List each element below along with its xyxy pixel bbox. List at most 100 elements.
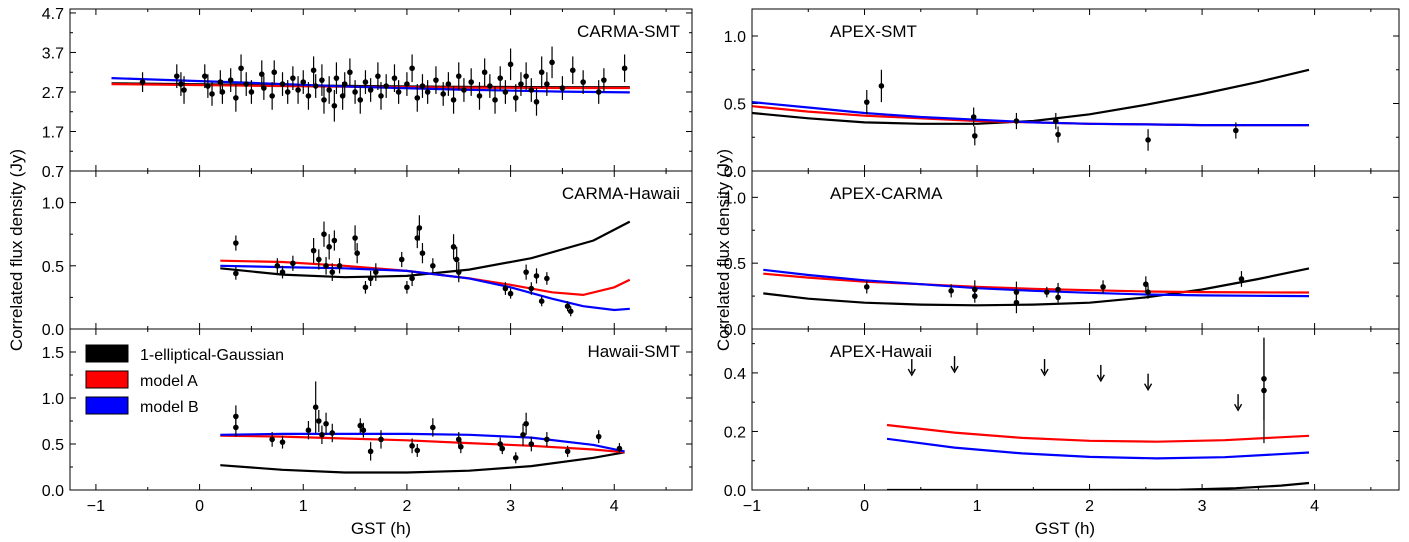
data-point (261, 85, 267, 91)
data-point (502, 285, 509, 292)
right-xlabel: GST (h) (1035, 519, 1095, 538)
upper-limit-arrow (1040, 359, 1049, 377)
series-model-b (220, 264, 630, 312)
x-tick-label: −1 (743, 498, 761, 515)
data-point (544, 81, 550, 87)
model-curves (763, 267, 1310, 307)
data-point (1143, 281, 1149, 288)
data-point (233, 413, 239, 420)
data-points (233, 381, 623, 464)
data-point (414, 447, 421, 454)
model-curves (220, 220, 631, 312)
data-point (481, 69, 488, 76)
data-point (559, 85, 566, 91)
data-point (455, 73, 462, 79)
panel-carma-smt: 0.7 1.7 2.7 3.7 4.7 CARMA-SMT (42, 6, 693, 181)
data-point (331, 237, 338, 244)
legend: 1-elliptical-Gaussian model A model B (85, 344, 284, 416)
data-point (538, 69, 545, 76)
upper-limit-head (1040, 368, 1049, 377)
data-point (279, 81, 286, 87)
data-point (326, 244, 332, 250)
data-point (1055, 294, 1061, 301)
series-model-b (752, 101, 1309, 127)
x-tick-label: 2 (402, 498, 411, 515)
x-tick-label: 4 (1310, 498, 1319, 515)
data-point (341, 81, 348, 87)
y-tick-label: 0.5 (42, 437, 64, 454)
data-point (352, 235, 358, 241)
data-point (595, 89, 602, 95)
data-point (1100, 284, 1106, 290)
y-tick-label: 0.5 (724, 256, 746, 273)
data-points (863, 69, 1239, 151)
data-point (523, 420, 529, 427)
data-point (416, 225, 423, 231)
data-point (461, 87, 467, 93)
data-point (1055, 286, 1061, 293)
model-curves (220, 432, 625, 474)
panel-carma-hawaii: 0.0 0.5 1.0 CARMA-Hawaii (42, 170, 693, 339)
data-point (258, 71, 265, 77)
data-point (362, 284, 369, 291)
data-point (455, 269, 462, 275)
data-point (544, 436, 550, 443)
y-tick-label: 1.5 (42, 345, 64, 362)
data-point (1013, 118, 1020, 124)
x-tick-label: 2 (1085, 498, 1094, 515)
data-point (383, 83, 389, 89)
data-point (1233, 127, 1239, 134)
data-point (323, 263, 329, 269)
y-tick-label: 0.7 (42, 164, 64, 181)
left-xlabel: GST (h) (351, 519, 411, 538)
data-point (621, 65, 628, 72)
upper-limit-arrow (907, 359, 916, 377)
data-point (331, 103, 338, 109)
data-point (523, 73, 529, 79)
y-tick-label: 0.5 (724, 97, 746, 114)
data-point (468, 79, 474, 85)
data-point (279, 269, 286, 275)
data-point (305, 93, 312, 99)
data-point (414, 235, 421, 241)
legend-item: 1-elliptical-Gaussian (85, 344, 284, 364)
data-point (269, 436, 275, 443)
x-tick-label: 0 (195, 498, 204, 515)
data-point (173, 73, 180, 79)
legend-swatch (85, 396, 129, 415)
panel-frame (751, 328, 1400, 491)
data-point (523, 269, 529, 275)
data-point (424, 89, 431, 95)
data-point (518, 81, 524, 87)
y-tick-label: 1.0 (724, 29, 746, 46)
data-point (538, 298, 545, 304)
y-tick-label: 1.0 (42, 391, 64, 408)
data-point (419, 250, 426, 256)
series-model-a (763, 272, 1310, 294)
data-point (1145, 289, 1151, 295)
data-point (430, 263, 436, 269)
x-tick-label: 3 (506, 498, 515, 515)
data-point (863, 284, 870, 290)
data-point (528, 87, 535, 93)
upper-limit-arrow (950, 356, 959, 374)
data-points (233, 215, 574, 317)
right-ylabel: Correlated flux density (Jy) (714, 149, 733, 351)
data-point (414, 95, 421, 101)
y-tick-label: 0.0 (724, 483, 746, 500)
x-tick-label: 1 (973, 498, 982, 515)
data-point (205, 83, 211, 89)
data-point (487, 83, 493, 89)
y-tick-label: 2.7 (42, 85, 64, 102)
data-point (326, 87, 332, 93)
data-point (1053, 118, 1059, 124)
data-point (357, 97, 364, 103)
data-point (528, 441, 535, 447)
series-model-a (220, 434, 625, 454)
series-model-a (886, 423, 1310, 443)
data-point (329, 269, 336, 275)
y-tick-label: 0.5 (42, 259, 64, 276)
data-point (362, 79, 369, 85)
data-point (404, 81, 410, 87)
data-point (533, 273, 540, 279)
